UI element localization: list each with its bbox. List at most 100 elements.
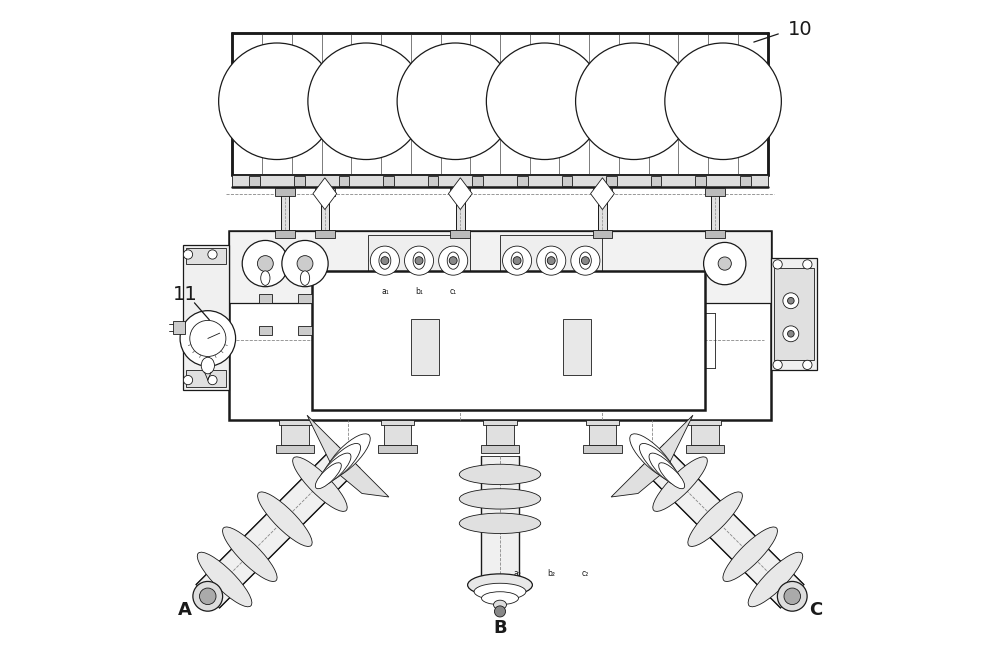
Bar	[321, 190, 329, 233]
Ellipse shape	[193, 582, 223, 611]
Bar	[229, 231, 771, 420]
Polygon shape	[448, 178, 472, 210]
Circle shape	[404, 246, 434, 275]
Bar	[186, 370, 226, 387]
Circle shape	[503, 246, 532, 275]
Circle shape	[219, 43, 335, 159]
Circle shape	[439, 246, 468, 275]
Circle shape	[199, 588, 216, 605]
Bar	[232, 175, 768, 187]
Ellipse shape	[379, 252, 391, 269]
Ellipse shape	[459, 488, 541, 509]
Bar	[249, 176, 260, 186]
Circle shape	[494, 606, 506, 617]
Circle shape	[788, 330, 794, 337]
Text: c₁: c₁	[450, 288, 457, 296]
Bar	[294, 176, 305, 186]
Circle shape	[381, 256, 389, 264]
Bar	[281, 420, 309, 445]
Bar	[384, 420, 411, 445]
Circle shape	[297, 256, 313, 272]
Polygon shape	[307, 415, 389, 497]
Bar	[381, 420, 414, 425]
Polygon shape	[313, 178, 337, 210]
Bar	[232, 33, 768, 175]
Bar	[315, 230, 335, 238]
Circle shape	[183, 250, 193, 259]
Bar	[472, 176, 483, 186]
Polygon shape	[196, 444, 360, 608]
Ellipse shape	[653, 457, 707, 512]
Circle shape	[513, 256, 521, 264]
Ellipse shape	[494, 600, 506, 609]
Ellipse shape	[223, 527, 277, 582]
Bar	[500, 235, 602, 299]
Bar	[483, 420, 517, 425]
Bar	[651, 176, 661, 186]
Ellipse shape	[459, 464, 541, 485]
Bar	[593, 188, 612, 196]
Bar	[183, 245, 229, 390]
Bar	[774, 268, 814, 360]
Ellipse shape	[468, 574, 532, 596]
Bar	[186, 248, 226, 264]
Bar	[298, 294, 312, 303]
Polygon shape	[640, 444, 804, 608]
Ellipse shape	[545, 252, 557, 269]
Circle shape	[784, 588, 801, 605]
Ellipse shape	[474, 583, 526, 600]
Text: b₁: b₁	[415, 288, 423, 296]
Text: C: C	[809, 601, 822, 619]
Text: a₂: a₂	[513, 569, 521, 578]
Text: B: B	[493, 619, 507, 637]
Bar	[695, 176, 706, 186]
Circle shape	[415, 256, 423, 264]
Bar	[583, 445, 622, 453]
Ellipse shape	[447, 252, 459, 269]
Bar	[281, 190, 289, 233]
Bar	[339, 176, 349, 186]
Bar	[771, 258, 817, 370]
Circle shape	[547, 256, 555, 264]
Circle shape	[370, 246, 399, 275]
Ellipse shape	[326, 434, 370, 479]
Ellipse shape	[649, 453, 681, 485]
Bar	[563, 319, 591, 375]
Circle shape	[208, 250, 217, 259]
Circle shape	[180, 311, 236, 366]
Bar	[456, 190, 465, 233]
Bar	[711, 190, 719, 233]
Circle shape	[718, 257, 731, 270]
Bar	[450, 230, 470, 238]
Bar	[259, 326, 272, 335]
Ellipse shape	[630, 434, 674, 479]
Ellipse shape	[197, 552, 252, 607]
Circle shape	[783, 293, 799, 309]
Circle shape	[257, 256, 273, 272]
Circle shape	[208, 375, 217, 385]
Ellipse shape	[319, 453, 351, 485]
Bar	[691, 420, 719, 445]
Ellipse shape	[723, 527, 777, 582]
Circle shape	[397, 43, 514, 159]
Bar	[589, 420, 616, 445]
Bar	[378, 445, 417, 453]
Polygon shape	[611, 415, 693, 497]
Bar	[315, 188, 335, 196]
Circle shape	[282, 241, 328, 287]
Circle shape	[576, 43, 692, 159]
Text: b₂: b₂	[547, 569, 555, 578]
Bar	[368, 235, 470, 299]
Bar	[279, 420, 312, 425]
Bar	[740, 176, 751, 186]
Ellipse shape	[777, 582, 807, 611]
Ellipse shape	[322, 444, 361, 482]
Circle shape	[308, 43, 424, 159]
Circle shape	[773, 260, 782, 269]
Circle shape	[242, 241, 288, 287]
Circle shape	[571, 246, 600, 275]
Text: A: A	[178, 601, 192, 619]
Circle shape	[537, 246, 566, 275]
Ellipse shape	[413, 252, 425, 269]
Bar	[229, 231, 771, 303]
